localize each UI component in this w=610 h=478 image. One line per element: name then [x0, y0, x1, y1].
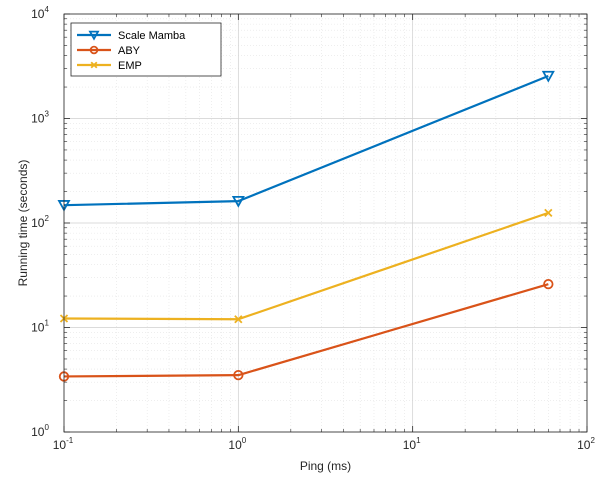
x-tick-label-exponent: 0 — [242, 436, 247, 445]
y-tick-label: 100 — [31, 423, 49, 439]
x-tick-label-exponent: 2 — [590, 436, 595, 445]
legend-marker-emp-stroke — [90, 61, 98, 69]
series-line-scale-mamba — [63, 74, 549, 207]
y-tick-label: 104 — [31, 5, 49, 21]
x-tick-label-base: 10 — [403, 438, 417, 452]
series-line-aby — [63, 283, 549, 378]
x-tick-label-base: 10 — [577, 438, 591, 452]
x-tick-label-exponent: -1 — [66, 436, 74, 445]
y-axis-label: Running time (seconds) — [16, 160, 30, 287]
x-tick-label-base: 10 — [228, 438, 242, 452]
y-tick-label-base: 10 — [31, 321, 45, 335]
legend-marker-aby — [89, 45, 99, 55]
y-tick-label-base: 10 — [31, 112, 45, 126]
legend-label-aby: ABY — [118, 45, 141, 57]
data-point-scale-mamba — [231, 195, 245, 208]
data-point-emp — [234, 315, 243, 324]
y-tick-label: 103 — [31, 110, 49, 126]
x-axis-label: Ping (ms) — [300, 459, 351, 473]
grid-lines — [63, 13, 588, 433]
legend: Scale Mamba ABY EMP — [70, 22, 222, 77]
data-point-aby — [543, 278, 554, 290]
data-point-emp-stroke — [234, 315, 243, 324]
y-tick-label: 101 — [31, 319, 49, 335]
y-tick-label-base: 10 — [31, 425, 45, 439]
data-point-aby — [233, 369, 244, 381]
x-tick-label: 100 — [228, 436, 246, 452]
data-point-emp-stroke — [544, 208, 553, 218]
legend-label-emp: EMP — [118, 60, 142, 72]
y-tick-label-exponent: 2 — [44, 214, 49, 223]
legend-marker-emp — [90, 61, 98, 69]
y-tick-label-exponent: 4 — [44, 5, 49, 14]
y-tick-label: 102 — [31, 214, 49, 230]
data-point-scale-mamba — [541, 70, 555, 83]
legend-label-scale-mamba: Scale Mamba — [118, 30, 186, 42]
y-tick-label-exponent: 0 — [44, 423, 49, 432]
data-point-emp — [544, 208, 553, 218]
x-tick-label: 10-1 — [53, 436, 74, 452]
legend-marker-scale-mamba — [88, 30, 100, 41]
y-tick-label-exponent: 1 — [44, 319, 49, 328]
y-tick-label-base: 10 — [31, 216, 45, 230]
tick-marks — [63, 13, 588, 433]
x-tick-label: 101 — [403, 436, 421, 452]
x-tick-label: 102 — [577, 436, 595, 452]
y-tick-label-exponent: 3 — [44, 110, 49, 119]
y-tick-label-base: 10 — [31, 7, 45, 21]
x-tick-label-base: 10 — [53, 438, 67, 452]
x-tick-label-exponent: 1 — [416, 436, 421, 445]
